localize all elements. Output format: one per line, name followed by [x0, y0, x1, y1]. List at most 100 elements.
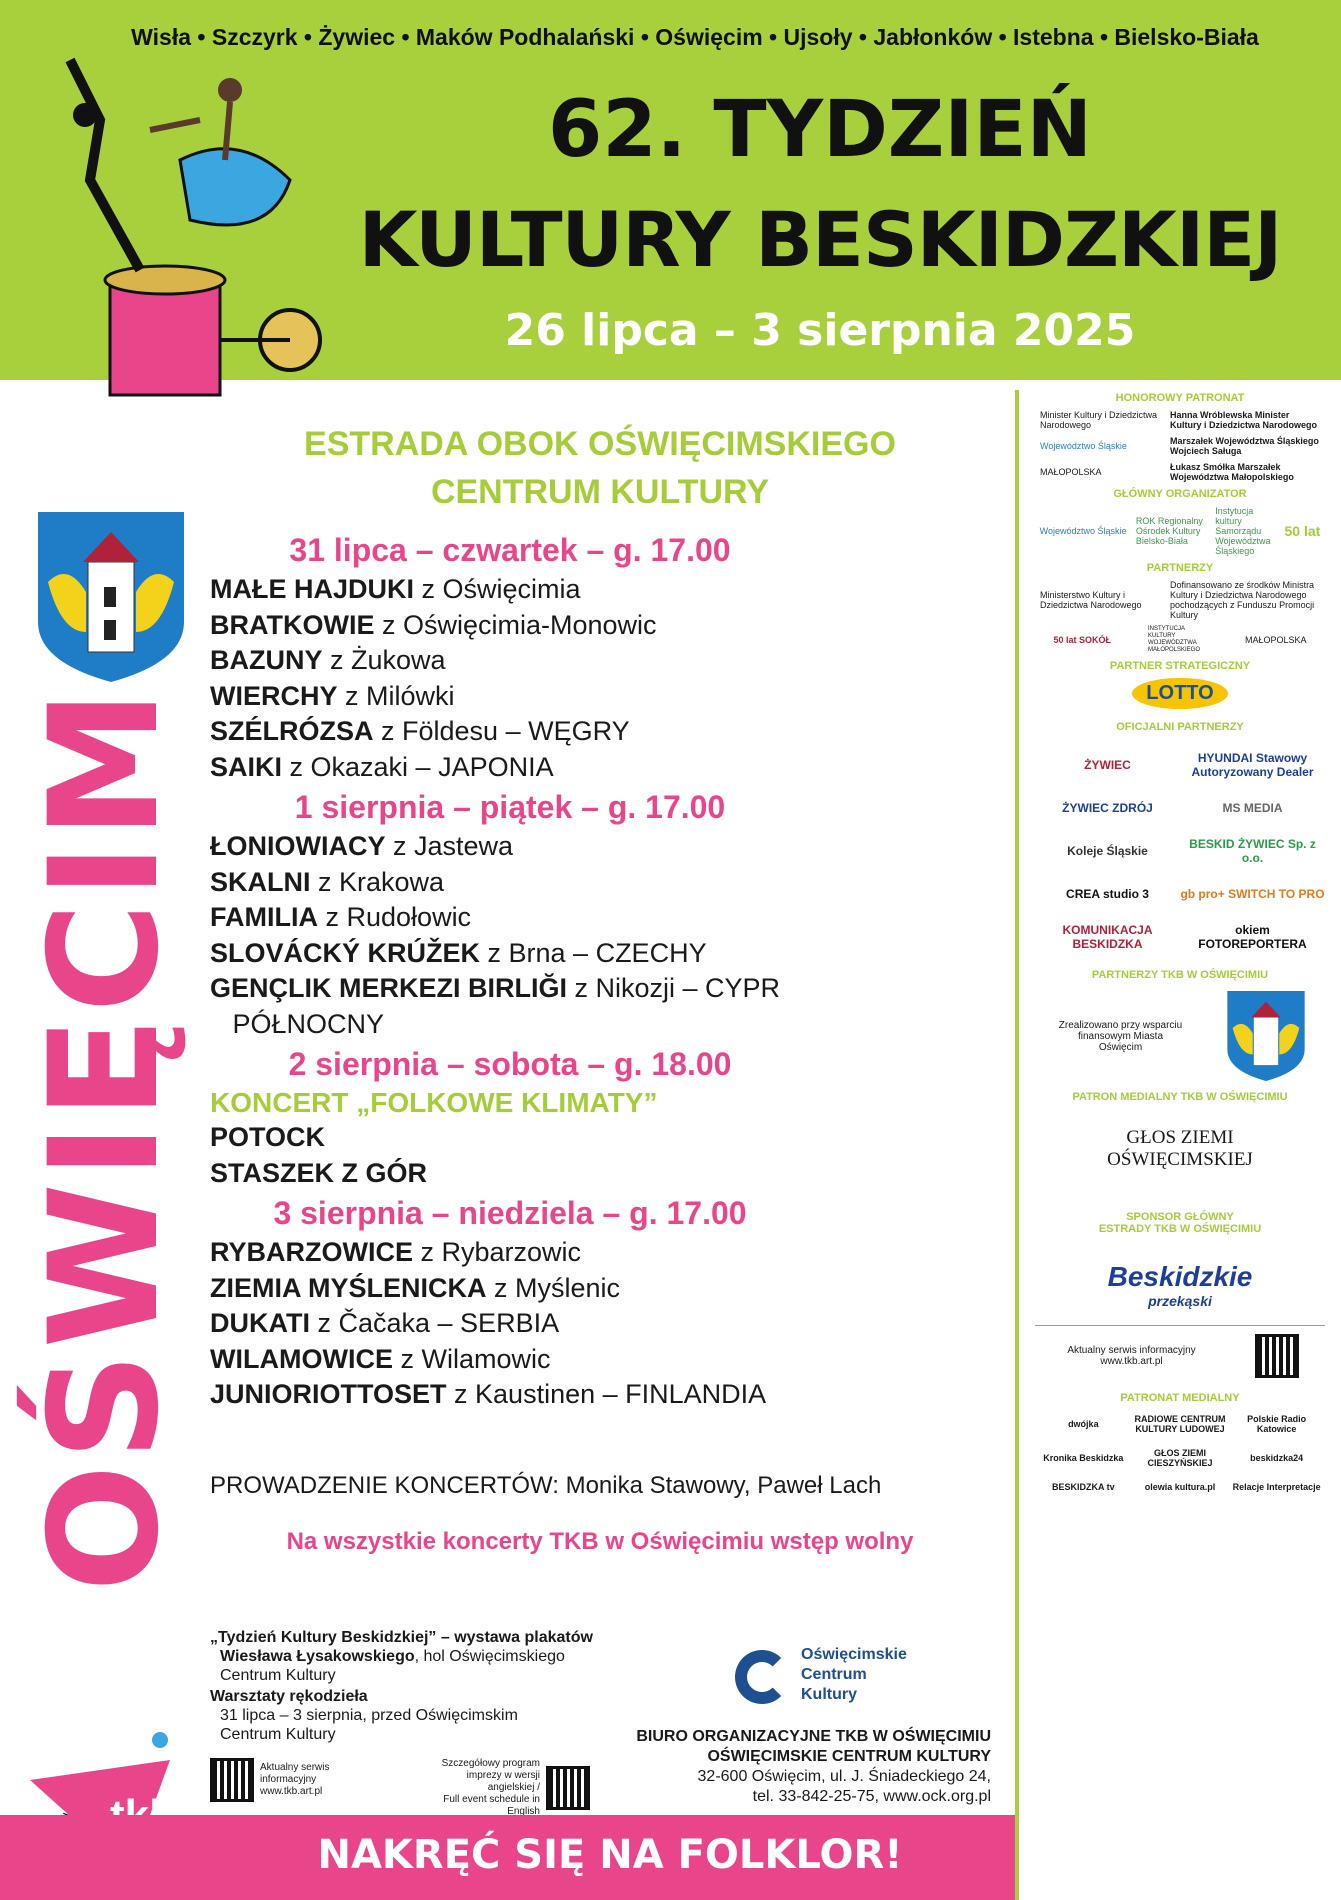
ensemble-origin: z Čačaka – SERBIA [309, 1308, 560, 1338]
ensemble-origin: PÓŁNOCNY [210, 1008, 385, 1039]
ensemble-name: SAIKI [210, 751, 283, 782]
50-lat-logo: 50 lat [1284, 523, 1321, 539]
ensemble-item: ŁONIOWIACY z Jastewa [210, 829, 1010, 865]
ensemble-item: FAMILIA z Rudołowic [210, 900, 1010, 936]
ensemble-origin: z Żukowa [322, 645, 446, 675]
partner-logo: HYUNDAI Stawowy Autoryzowany Dealer [1191, 751, 1314, 779]
patron-name: Łukasz Smółka Marszałek Województwa Mało… [1170, 462, 1294, 482]
ensemble-origin: z Myślenic [486, 1272, 621, 1303]
ensemble-name: WIERCHY [210, 680, 338, 711]
ensemble-origin: z Milówki [337, 680, 455, 711]
ensemble-origin: z Oświęcimia-Monowic [374, 609, 657, 640]
festival-title-line1: 62. TYDZIEŃ [548, 85, 1092, 175]
ensemble-name: JUNIORIOTTOSET [210, 1379, 447, 1409]
free-entry-note: Na wszystkie koncerty TKB w Oświęcimiu w… [286, 1528, 914, 1555]
media-patron-logo: Polskie Radio Katowice [1247, 1414, 1307, 1434]
festival-dates: 26 lipca – 3 sierpnia 2025 [504, 305, 1136, 356]
exhibition-title: „Tydzień Kultury Beskidzkiej” – wystawa … [210, 1629, 593, 1646]
office-line: BIURO ORGANIZACYJNE TKB W OŚWIĘCIMIU [636, 1728, 991, 1745]
main-program: ESTRADA OBOK OŚWIĘCIMSKIEGO CENTRUM KULT… [18, 420, 1010, 1817]
media-patron-logo: olewia kultura.pl [1144, 1482, 1216, 1492]
day-heading: 2 sierpnia – sobota – g. 18.00 [288, 1046, 732, 1082]
office-line: tel. 33-842-25-75, www.ock.org.pl [752, 1788, 991, 1805]
media-patron-logo: Kronika Beskidzka [1043, 1453, 1124, 1463]
workshop-info: 31 lipca – 3 sierpnia, przed Oświęcimski… [220, 1707, 518, 1724]
logo-text: przekąski [1148, 1293, 1212, 1309]
ensemble-origin: z Oświęcimia [414, 574, 581, 604]
section-heading: HONOROWY PATRONAT [1115, 392, 1245, 404]
sokol-logo: 50 lat SOKÓŁ [1053, 635, 1111, 645]
qr-caption: imprezy w wersji angielskiej / [466, 1770, 540, 1793]
ensemble-item: POTOCK [210, 1120, 1010, 1156]
ensemble-item: MAŁE HAJDUKI z Oświęcimia [210, 572, 1010, 608]
concert-title: KONCERT „FOLKOWE KLIMATY” [210, 1087, 658, 1118]
footer-banner: NAKRĘĆ SIĘ NA FOLKLOR! [0, 1815, 1015, 1900]
partner-logo: CREA studio 3 [1066, 887, 1149, 901]
partner-logo: ŻYWIEC [1084, 758, 1131, 772]
ensemble-name: BAZUNY [210, 645, 323, 675]
city-vertical-title: OŚWIĘCIM [18, 685, 192, 1592]
exhibition-author: Wiesława Łysakowskiego [220, 1648, 415, 1665]
ensemble-item: GENÇLIK MERKEZI BIRLIĞI z Nikozji – CYPR [210, 971, 1010, 1007]
day-heading: 31 lipca – czwartek – g. 17.00 [289, 532, 731, 568]
venue-line: CENTRUM KULTURY [430, 473, 770, 511]
section-heading: SPONSOR GŁÓWNY ESTRADY TKB W OŚWIĘCIMIU [1035, 1211, 1325, 1235]
section-heading: PARTNERZY [1146, 562, 1214, 574]
oswiecim-coat-of-arms [1226, 991, 1305, 1081]
media-patron-logo: RADIOWE CENTRUM KULTURY LUDOWEJ [1134, 1414, 1226, 1434]
ensemble-name: SLOVÁCKÝ KRÚŽEK [210, 937, 481, 968]
media-patron-logo: dwójka [1068, 1419, 1099, 1429]
glos-ziemi-logo: GŁOS ZIEMI OŚWIĘCIMSKIEJ [1035, 1127, 1325, 1171]
ensemble-item: JUNIORIOTTOSET z Kaustinen – FINLANDIA [210, 1377, 1010, 1413]
section-heading: PARTNERZY TKB W OŚWIĘCIMIU [1091, 969, 1269, 981]
workshop-title: Warsztaty rękodzieła [210, 1688, 368, 1705]
ensemble-origin: z Jastewa [385, 831, 514, 861]
dancers-music-box-illustration [65, 57, 322, 397]
program-list: 31 lipca – czwartek – g. 17.00 MAŁE HAJDU… [210, 528, 1010, 1413]
qr-code-icon[interactable] [546, 1766, 590, 1810]
qr-code-icon[interactable] [210, 1758, 254, 1802]
ensemble-name: RYBARZOWICE [210, 1237, 413, 1267]
section-heading: PATRON MEDIALNY TKB W OŚWIĘCIMIU [1072, 1091, 1288, 1103]
partner-logo: gb pro+ SWITCH TO PRO [1180, 887, 1325, 901]
ensemble-item: SLOVÁCKÝ KRÚŽEK z Brna – CZECHY [210, 936, 1010, 972]
ensemble-item: WIERCHY z Milówki [210, 679, 1010, 715]
rok-logo: ROK Regionalny Ośrodek Kultury Bielsko-B… [1135, 516, 1203, 546]
ensemble-name: ZIEMIA MYŚLENICKA [210, 1272, 487, 1303]
ensemble-name: MAŁE HAJDUKI [210, 574, 415, 604]
media-patron-logo: GŁOS ZIEMI CIESZYŃSKIEJ [1147, 1448, 1213, 1468]
logo-text: OŚWIĘCIMSKIEJ [1107, 1149, 1253, 1170]
sponsors-sidebar: HONOROWY PATRONAT Minister Kultury i Dzi… [1015, 390, 1341, 1900]
ensemble-item: BRATKOWIE z Oświęcimia-Monowic [210, 608, 1010, 644]
qr-code-icon[interactable] [1254, 1334, 1299, 1378]
ensemble-name: FAMILIA [210, 902, 318, 932]
city-support-note: Zrealizowano przy wsparciu finansowym Mi… [1058, 1019, 1183, 1053]
logo-text: GŁOS ZIEMI [1126, 1127, 1234, 1148]
partner-logo: okiem FOTOREPORTERA [1198, 923, 1307, 951]
ministry-logo: Ministerstwo Kultury i Dziedzictwa Narod… [1040, 590, 1142, 610]
ock-logo-text: Oświęcimskie [801, 1646, 907, 1663]
venue-line: ESTRADA OBOK OŚWIĘCIMSKIEGO [304, 425, 896, 463]
section-heading: PATRONAT MEDIALNY [1120, 1392, 1240, 1404]
silesia-logo: Województwo Śląskie [1040, 441, 1127, 451]
venue-title: ESTRADA OBOK OŚWIĘCIMSKIEGO CENTRUM KULT… [200, 420, 1000, 516]
ensemble-item: SAIKI z Okazaki – JAPONIA [210, 750, 1010, 786]
ensemble-origin: z Rudołowic [318, 902, 472, 932]
footer-slogan: NAKRĘĆ SIĘ NA FOLKLOR! [317, 1832, 903, 1878]
ock-logo-text: Centrum [801, 1666, 867, 1683]
partner-logo: ŻYWIEC ZDRÓJ [1062, 801, 1153, 815]
ock-logo-text: Kultury [801, 1686, 857, 1703]
patron-name: Marszałek Województwa Śląskiego Wojciech… [1170, 436, 1319, 456]
exhibition-place: , hol Oświęcimskiego [414, 1648, 565, 1665]
heading-line: SPONSOR GŁÓWNY [1126, 1211, 1234, 1223]
exhibition-info: „Tydzień Kultury Beskidzkiej” – wystawa … [210, 1628, 593, 1744]
oswiecim-coat-of-arms [38, 512, 184, 682]
ensemble-name: ŁONIOWIACY [210, 831, 386, 861]
office-line: OŚWIĘCIMSKIE CENTRUM KULTURY [707, 1748, 991, 1765]
section-heading: GŁÓWNY ORGANIZATOR [1113, 488, 1247, 500]
ensemble-item: SZÉLRÓZSA z Földesu – WĘGRY [210, 714, 1010, 750]
section-heading: PARTNER STRATEGICZNY [1109, 660, 1251, 672]
header-banner: Wisła • Szczyrk • Żywiec • Maków Podhala… [0, 0, 1341, 397]
qr-caption: Szczegółowy program [441, 1758, 540, 1769]
exhibition-place: Centrum Kultury [220, 1667, 336, 1684]
